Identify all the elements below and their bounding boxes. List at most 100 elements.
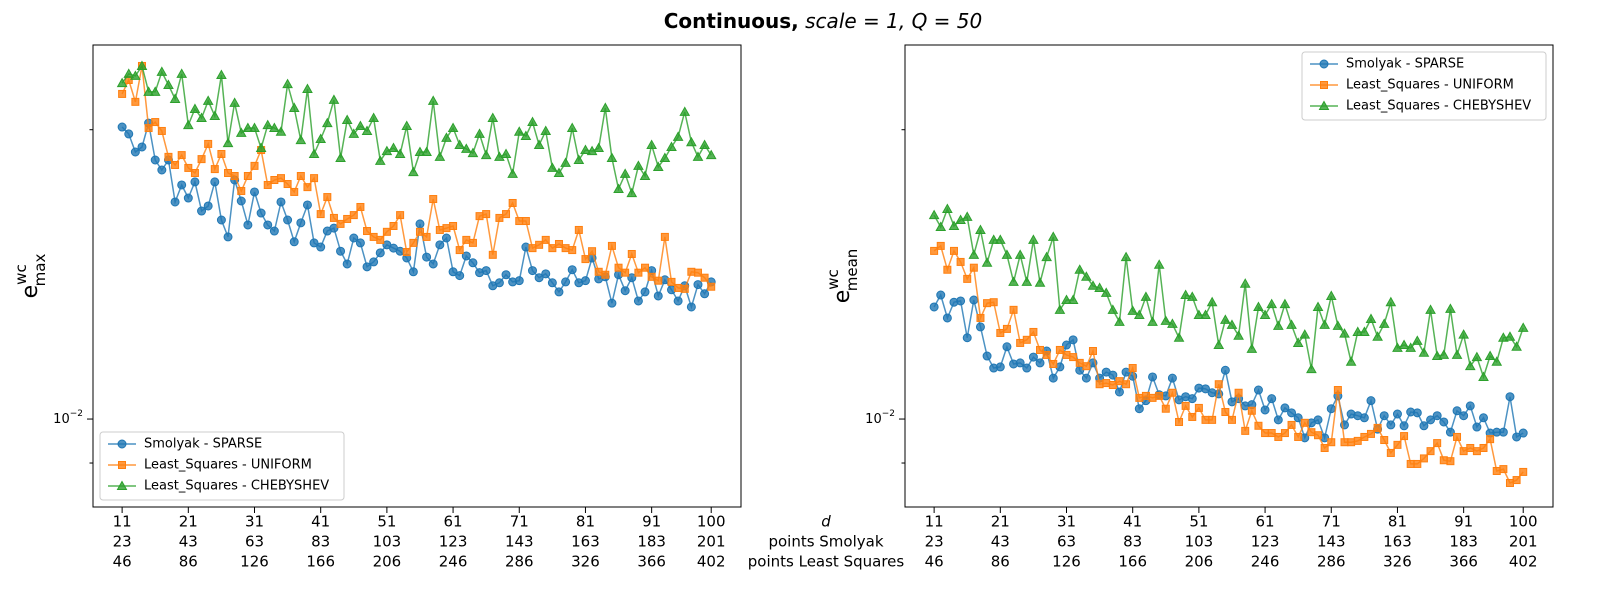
marker (196, 112, 207, 122)
marker (1055, 345, 1064, 354)
marker (1167, 318, 1178, 328)
marker (1272, 320, 1284, 330)
marker (627, 249, 636, 258)
x-tick-row-label: 166 (306, 553, 335, 571)
marker (442, 224, 451, 233)
marker (1161, 404, 1170, 413)
x-tick-row-label: 183 (637, 533, 666, 551)
marker (190, 177, 200, 187)
marker (989, 298, 998, 307)
marker (249, 122, 260, 133)
marker (1014, 249, 1026, 259)
x-tick-row-label: 63 (245, 533, 264, 551)
marker (1114, 387, 1124, 397)
marker (394, 148, 406, 158)
marker (223, 232, 233, 242)
marker (269, 122, 280, 133)
marker (1029, 327, 1038, 336)
marker (482, 210, 491, 219)
marker (1511, 341, 1522, 351)
marker (540, 125, 552, 135)
x-tick-label: 81 (1388, 513, 1407, 531)
marker (1140, 291, 1152, 301)
marker (1155, 391, 1164, 400)
marker (289, 237, 299, 247)
marker (1122, 380, 1131, 389)
marker (1259, 309, 1271, 320)
marker (356, 202, 365, 211)
marker (1293, 413, 1303, 423)
marker (250, 187, 260, 197)
x-tick-row-label: 63 (1057, 533, 1076, 551)
marker (1426, 415, 1436, 425)
marker (660, 232, 669, 241)
marker (982, 351, 992, 361)
marker (535, 240, 544, 249)
marker (210, 165, 219, 174)
marker (1095, 380, 1104, 389)
marker (1221, 408, 1230, 417)
marker (1294, 432, 1303, 441)
x-tick-row-label: 166 (1118, 553, 1147, 571)
marker (341, 114, 353, 125)
marker (1194, 403, 1203, 412)
marker (936, 290, 946, 300)
marker (1386, 420, 1396, 430)
marker (222, 137, 234, 148)
marker (639, 170, 651, 181)
marker (480, 149, 492, 160)
marker (1453, 432, 1462, 441)
marker (421, 146, 432, 157)
marker (1094, 282, 1105, 292)
marker (1433, 439, 1442, 448)
marker (1054, 304, 1066, 314)
y-tick-base: 10 (53, 412, 70, 427)
marker (216, 215, 226, 225)
x-tick-label: 100 (697, 513, 726, 531)
marker (435, 240, 445, 250)
marker (560, 157, 571, 167)
marker (123, 68, 135, 78)
marker (1115, 377, 1124, 386)
marker (943, 265, 952, 274)
marker (169, 93, 181, 103)
marker (1426, 447, 1435, 456)
marker (1512, 476, 1521, 485)
marker (1107, 304, 1119, 314)
marker (276, 197, 286, 207)
marker (118, 89, 127, 98)
marker (342, 259, 352, 269)
marker (308, 148, 320, 158)
marker (1120, 251, 1132, 262)
marker (1201, 384, 1211, 394)
marker (441, 233, 451, 243)
marker (547, 162, 558, 172)
marker (1398, 339, 1410, 350)
marker (1314, 431, 1323, 440)
marker (1519, 467, 1528, 476)
marker (568, 246, 577, 255)
y-label-base: e (18, 285, 43, 299)
x-tick-label: 21 (991, 513, 1010, 531)
marker (948, 220, 960, 230)
marker (1366, 429, 1375, 438)
marker (1287, 408, 1297, 418)
marker (1180, 289, 1192, 300)
marker (1246, 343, 1258, 353)
marker (1108, 380, 1117, 389)
marker (1499, 465, 1508, 474)
marker (962, 333, 972, 343)
marker (541, 269, 551, 279)
marker (495, 213, 504, 222)
marker (1022, 363, 1032, 373)
marker (963, 274, 972, 283)
marker (520, 130, 532, 141)
marker (1062, 340, 1072, 350)
marker (627, 273, 637, 283)
marker (1286, 319, 1297, 329)
x-tick-row-label: 46 (925, 553, 944, 571)
marker (1393, 440, 1402, 449)
series (928, 203, 1529, 381)
marker (144, 124, 153, 133)
